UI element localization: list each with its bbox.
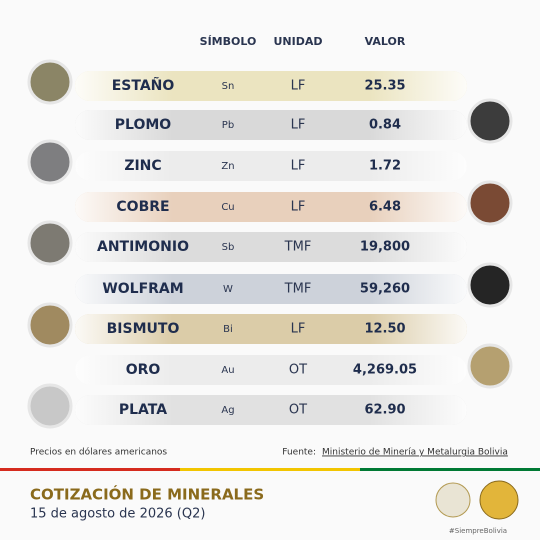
mineral-image — [27, 59, 73, 105]
source[interactable]: Ministerio de Minería y Metalurgia Boliv… — [322, 448, 508, 458]
unit: LF — [291, 200, 306, 215]
row-fade — [75, 151, 467, 181]
row-fade — [75, 110, 467, 140]
row-fade — [75, 274, 467, 304]
row-fade — [75, 192, 467, 222]
symbol: Bi — [223, 324, 233, 335]
mineral-image — [467, 180, 513, 226]
unit: LF — [291, 159, 306, 174]
mineral-name: PLOMO — [115, 117, 172, 133]
column-header: UNIDAD — [273, 35, 322, 48]
unit: TMF — [284, 240, 312, 255]
symbol: Cu — [221, 202, 234, 213]
flag-stripe-green — [360, 468, 540, 471]
mineral-image — [27, 383, 73, 429]
note: Precios en dólares americanos — [30, 447, 167, 458]
unit: TMF — [284, 282, 312, 297]
unit: OT — [289, 403, 307, 418]
symbol: Sb — [222, 242, 235, 253]
value: 19,800 — [360, 240, 410, 255]
flag-stripe-red — [0, 468, 180, 471]
mineral-name: PLATA — [119, 402, 167, 418]
row-fade — [75, 71, 467, 101]
symbol: Sn — [222, 81, 235, 92]
symbol: W — [223, 284, 233, 295]
symbol: Pb — [222, 120, 234, 131]
emblem-bolivia — [435, 482, 471, 518]
row-fade — [75, 355, 467, 385]
flag-stripe-yellow — [180, 468, 360, 471]
symbol: Zn — [221, 161, 234, 172]
column-header: VALOR — [365, 35, 406, 48]
mineral-image — [27, 139, 73, 185]
value: 6.48 — [369, 200, 401, 215]
value: 4,269.05 — [353, 363, 417, 378]
footer-date: 15 de agosto de 2026 (Q2) — [30, 507, 205, 522]
unit: LF — [291, 322, 306, 337]
unit: LF — [291, 79, 306, 94]
mineral-image — [467, 343, 513, 389]
mineral-image — [27, 302, 73, 348]
value: 25.35 — [364, 79, 405, 94]
value: 0.84 — [369, 118, 401, 133]
value: 62.90 — [364, 403, 405, 418]
value: 12.50 — [364, 322, 405, 337]
unit: OT — [289, 363, 307, 378]
symbol: Ag — [221, 405, 234, 416]
mineral-name: BISMUTO — [107, 321, 180, 337]
emblem-ministry — [479, 480, 519, 520]
mineral-image — [27, 220, 73, 266]
row-fade — [75, 232, 467, 262]
value: 59,260 — [360, 282, 410, 297]
mineral-name: COBRE — [116, 199, 169, 215]
table: SÍMBOLO UNIDAD VALOR ESTAÑO Sn LF 25.35 PLOMO Pb… — [27, 35, 513, 429]
mineral-name: ZINC — [124, 158, 161, 174]
hashtag: #SiempreBolivia — [449, 527, 507, 535]
value: 1.72 — [369, 159, 401, 174]
source-label: Fuente: — [282, 448, 316, 458]
unit: LF — [291, 118, 306, 133]
column-header: SÍMBOLO — [200, 35, 257, 48]
symbol: Au — [221, 365, 234, 376]
mineral-name: ANTIMONIO — [97, 239, 189, 255]
mineral-name: ORO — [126, 362, 161, 378]
mineral-name: ESTAÑO — [112, 77, 175, 94]
mineral-image — [467, 262, 513, 308]
row-fade — [75, 314, 467, 344]
mineral-name: WOLFRAM — [102, 281, 183, 297]
mineral-image — [467, 98, 513, 144]
row-fade — [75, 395, 467, 425]
footer-title: COTIZACIÓN DE MINERALES — [30, 485, 264, 504]
